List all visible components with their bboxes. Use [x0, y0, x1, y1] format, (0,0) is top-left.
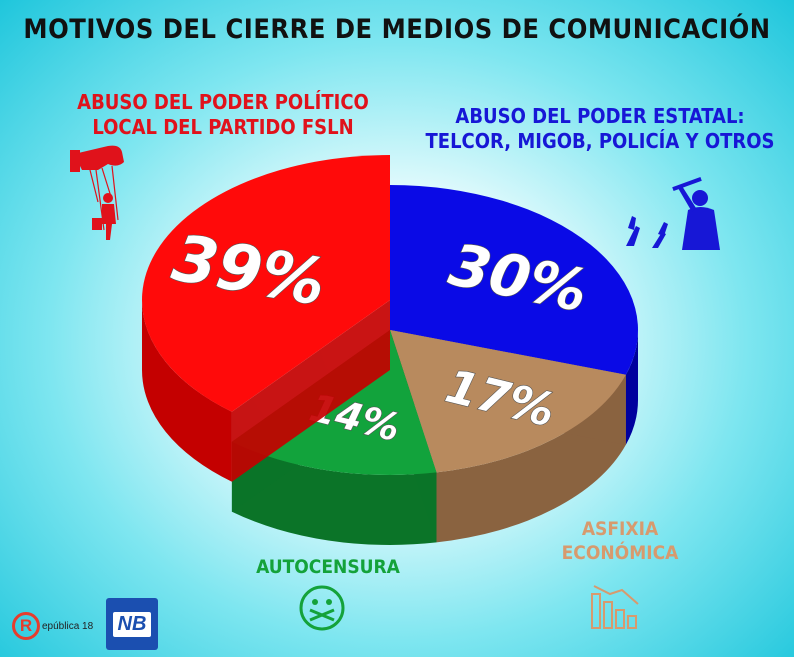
slice-side-wall [142, 300, 232, 482]
declining-bars-icon [591, 585, 639, 629]
nb-logo: NB [106, 598, 158, 650]
category-label-estatal: ABUSO DEL PODER ESTATAL: TELCOR, MIGOB, … [425, 104, 775, 153]
slice-side-wall [436, 374, 626, 543]
category-label-autocensura: AUTOCENSURA [256, 556, 400, 578]
category-label-asfixia: ASFIXIA ECONÓMICA [561, 518, 679, 564]
police-baton-icon [626, 176, 720, 250]
puppeteer-hand-icon [70, 145, 124, 240]
pie-slice-0: 39% [142, 155, 390, 482]
slice-top-face [142, 155, 390, 412]
slice-cut-face [231, 300, 390, 482]
chart-title: MOTIVOS DEL CIERRE DE MEDIOS DE COMUNICA… [23, 14, 771, 45]
slice-top-face [390, 185, 638, 375]
pie-slice-2: 17% [390, 330, 626, 543]
slice-top-face [390, 330, 626, 473]
slice-side-wall [625, 330, 638, 445]
republica18-logo: R epública 18 [12, 606, 104, 646]
gagged-face-icon [299, 585, 345, 631]
category-label-politico: ABUSO DEL PODER POLÍTICO LOCAL DEL PARTI… [77, 90, 369, 139]
